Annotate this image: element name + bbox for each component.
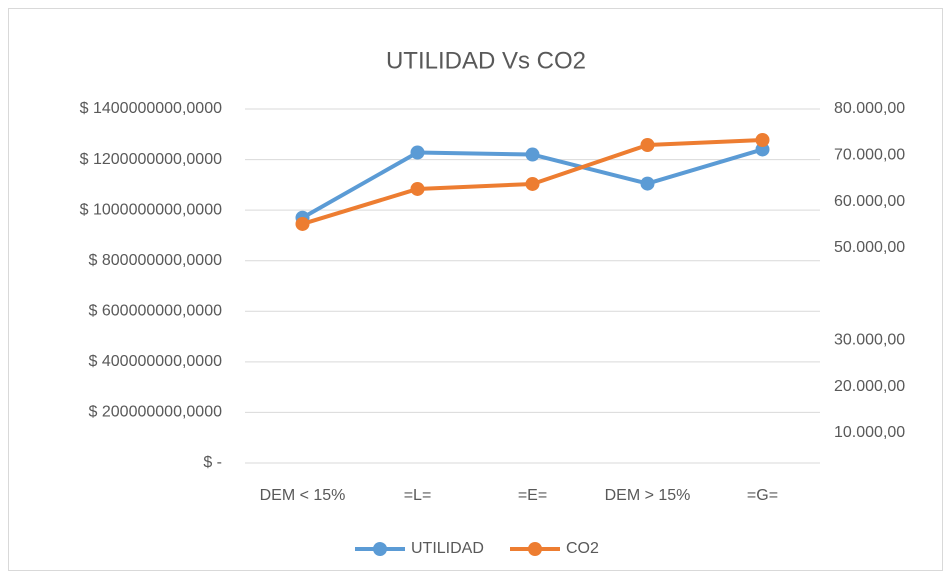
x-tick-label: DEM < 15% <box>260 487 346 504</box>
legend-marker <box>373 542 387 556</box>
y-tick-label: $ 200000000,0000 <box>89 404 223 421</box>
x-tick-label: =E= <box>518 487 547 504</box>
y-tick-label: $ 1200000000,0000 <box>80 151 222 168</box>
legend-marker <box>528 542 542 556</box>
point <box>525 176 540 191</box>
point <box>410 145 425 160</box>
y-tick-label: $ 1400000000,0000 <box>80 100 222 117</box>
y-tick-label: $ - <box>203 454 222 471</box>
point <box>410 181 425 196</box>
y-tick-label: $ 600000000,0000 <box>89 303 223 320</box>
point <box>640 138 655 153</box>
x-tick-label: DEM > 15% <box>605 487 691 504</box>
y2-tick-label: 60.000,00 <box>834 193 905 210</box>
chart-title: UTILIDAD Vs CO2 <box>386 47 586 74</box>
point <box>525 147 540 162</box>
y2-tick-label: 10.000,00 <box>834 424 905 441</box>
y-tick-label: $ 400000000,0000 <box>89 353 223 370</box>
point <box>755 133 770 148</box>
chart-border <box>8 8 943 571</box>
point <box>640 176 655 191</box>
legend-label: UTILIDAD <box>411 540 484 557</box>
x-tick-label: =G= <box>747 487 778 504</box>
point <box>295 216 310 231</box>
y2-tick-label: 20.000,00 <box>834 378 905 395</box>
y2-tick-label: 30.000,00 <box>834 332 905 349</box>
y2-tick-label: 80.000,00 <box>834 100 905 117</box>
y2-tick-label: 50.000,00 <box>834 239 905 256</box>
x-tick-label: =L= <box>404 487 432 504</box>
y-tick-label: $ 1000000000,0000 <box>80 201 222 218</box>
legend-label: CO2 <box>566 540 599 557</box>
y-tick-label: $ 800000000,0000 <box>89 252 223 269</box>
y2-tick-label: 70.000,00 <box>834 146 905 163</box>
